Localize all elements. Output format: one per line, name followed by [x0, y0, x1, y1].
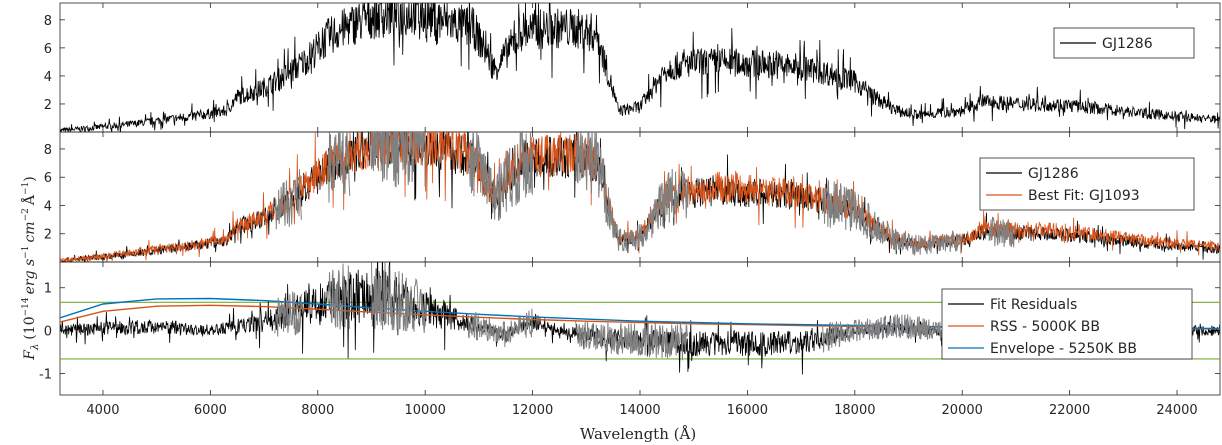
- y-label-scale-exp: −14: [21, 297, 31, 316]
- series-line-0: [60, 3, 1220, 132]
- y-tick-label: -1: [39, 368, 52, 383]
- panel-middle: 2 4 6 8 GJ1286 Best Fit: GJ1093: [44, 131, 1221, 263]
- x-tick-label: 4000: [86, 403, 119, 418]
- panel-top: 2 4 6 8 GJ1286: [44, 2, 1221, 133]
- legend-entry: Best Fit: GJ1093: [1028, 188, 1140, 204]
- legend-entry: GJ1286: [1102, 36, 1153, 52]
- y-label-u3: Å: [20, 194, 38, 206]
- y-tick-label: 6: [44, 42, 52, 57]
- plot-frame: [59, 2, 1221, 133]
- x-tick-label: 8000: [301, 403, 334, 418]
- legend-entry: RSS - 5000K BB: [990, 319, 1100, 335]
- y-label-u3-exp: −1: [21, 182, 31, 195]
- y-label-base: F: [22, 349, 38, 361]
- x-tick-label: 6000: [194, 403, 227, 418]
- x-tick-label: 20000: [942, 403, 983, 418]
- legend: Fit Residuals RSS - 5000K BB Envelope - 52…: [941, 288, 1193, 360]
- x-axis-label: Wavelength (Å): [580, 425, 696, 443]
- x-tick-label: 18000: [834, 403, 875, 418]
- excluded-region-trace: [575, 321, 689, 361]
- y-label-u1: erg s: [22, 259, 38, 295]
- excluded-region-trace: [328, 263, 351, 330]
- y-tick-label: 4: [44, 70, 52, 85]
- y-tick-label: 4: [44, 199, 52, 214]
- legend-entry: Envelope - 5250K BB: [990, 341, 1137, 357]
- excluded-region-trace: [822, 180, 963, 257]
- legend: GJ1286: [1053, 27, 1195, 59]
- y-tick-label: 0: [44, 325, 52, 340]
- excluded-region-trace: [467, 132, 533, 220]
- legend-box: [941, 288, 1193, 360]
- excluded-region-trace: [371, 262, 426, 334]
- x-tick-label: 12000: [512, 403, 553, 418]
- legend-entry: Fit Residuals: [990, 297, 1077, 313]
- excluded-region-trace: [822, 314, 963, 353]
- y-tick-label: 2: [44, 228, 52, 243]
- y-tick-label: 6: [44, 171, 52, 186]
- y-tick-label: 2: [44, 98, 52, 113]
- y-label-scale: 10: [22, 316, 38, 334]
- x-tick-label: 14000: [619, 403, 660, 418]
- legend-entry: GJ1286: [1028, 166, 1079, 182]
- y-label-u2-exp: −2: [21, 208, 31, 221]
- x-tick-label: 24000: [1156, 403, 1197, 418]
- y-label-u1-exp: −1: [21, 246, 31, 259]
- legend-box: [979, 157, 1195, 211]
- series-group: [60, 132, 1220, 262]
- excluded-region-trace: [988, 216, 1017, 248]
- excluded-region-trace: [274, 291, 302, 337]
- y-tick-label: 8: [44, 143, 52, 158]
- x-tick-label: 10000: [405, 403, 446, 418]
- excluded-region-trace: [328, 132, 351, 203]
- y-label-u2: cm: [22, 221, 38, 242]
- y-tick-label: 1: [44, 282, 52, 297]
- x-tick-label: 22000: [1049, 403, 1090, 418]
- x-tick-label: 16000: [727, 403, 768, 418]
- excluded-region-trace: [371, 132, 426, 188]
- excluded-region-trace: [467, 308, 533, 348]
- y-label-sub: λ: [30, 344, 41, 351]
- legend: GJ1286 Best Fit: GJ1093: [979, 157, 1195, 211]
- y-axis-label: Fλ(10−14erg s−1cm−2Å−1): [20, 176, 41, 361]
- y-tick-label: 8: [44, 14, 52, 29]
- excluded-region-trace: [274, 169, 302, 230]
- excluded-region-trace: [575, 132, 689, 252]
- series-group: [60, 3, 1220, 132]
